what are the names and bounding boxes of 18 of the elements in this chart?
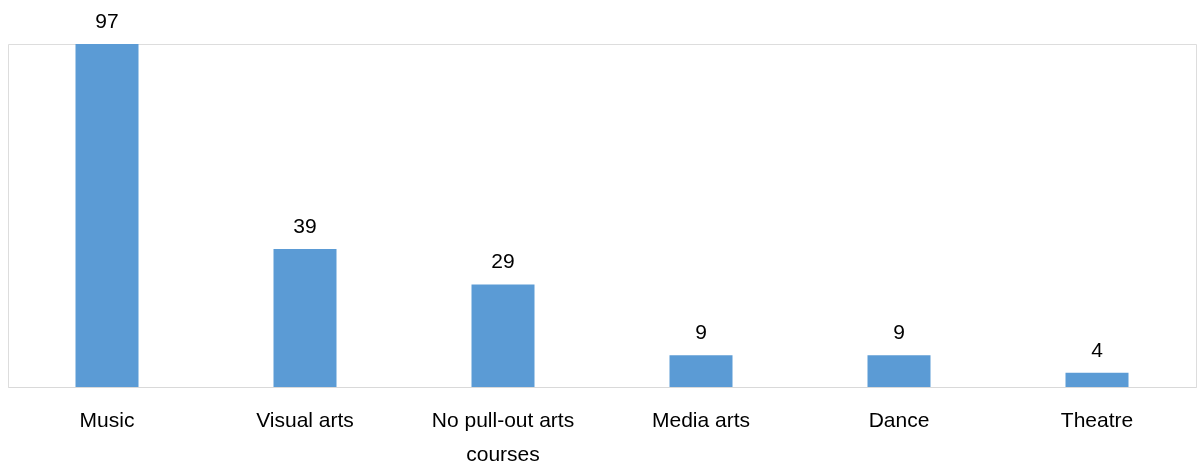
data-label: 9: [695, 320, 707, 344]
data-label: 97: [95, 9, 119, 32]
bar: [669, 355, 733, 387]
data-label: 39: [293, 214, 317, 238]
data-label: 9: [893, 320, 905, 344]
x-tick-label: No pull-out arts courses: [431, 407, 575, 465]
x-tick-label: Theatre: [1060, 407, 1134, 431]
x-tick-label: Visual arts: [256, 407, 354, 431]
data-label: 4: [1091, 337, 1104, 361]
bar: [471, 284, 535, 387]
x-tick-label: Media arts: [651, 407, 751, 431]
x-tick-label: Music: [79, 407, 135, 431]
x-tick-label: Dance: [868, 407, 930, 431]
bar: [1065, 372, 1129, 387]
bar: [273, 249, 337, 387]
data-label: 29: [491, 249, 515, 273]
bar: [867, 355, 931, 387]
bar: [75, 44, 139, 387]
